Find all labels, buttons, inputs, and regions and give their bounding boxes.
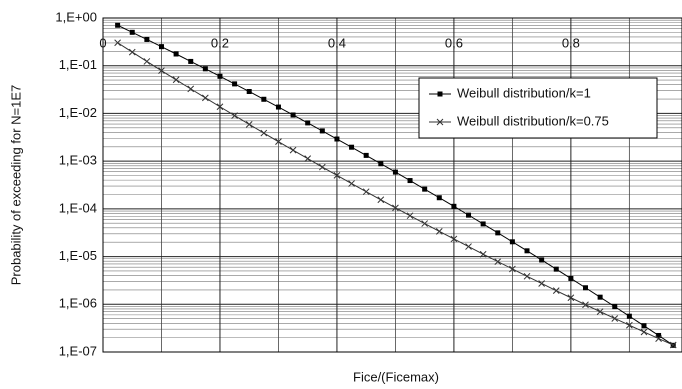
square-marker xyxy=(115,22,121,28)
square-marker xyxy=(451,203,457,209)
square-marker xyxy=(437,91,443,97)
square-marker xyxy=(158,44,164,50)
x-marker xyxy=(523,272,531,280)
x-marker xyxy=(172,76,180,84)
x-marker xyxy=(494,258,502,265)
x-tick-label: 0,2 xyxy=(211,35,229,50)
square-marker xyxy=(188,58,194,64)
x-marker xyxy=(640,328,648,336)
x-marker xyxy=(260,129,268,137)
x-marker xyxy=(538,280,545,287)
y-tick-label: 1,E-07 xyxy=(59,343,97,358)
x-axis-title: Fice/(Ficemax) xyxy=(353,369,439,384)
legend: Weibull distribution/k=1 Weibull distribu… xyxy=(418,77,658,139)
square-marker xyxy=(202,66,208,72)
x-tick-label: 0,4 xyxy=(328,35,346,50)
x-tick-label: 0,8 xyxy=(562,35,580,50)
x-marker xyxy=(479,250,487,258)
x-marker xyxy=(450,235,458,243)
y-tick-label: 1,E-05 xyxy=(59,248,97,263)
x-tick-label: 0,6 xyxy=(445,35,463,50)
x-marker xyxy=(582,301,589,309)
square-marker xyxy=(261,96,267,102)
x-marker xyxy=(216,103,224,111)
square-marker xyxy=(407,178,413,184)
x-marker xyxy=(362,188,370,196)
y-tick-label: 1,E-01 xyxy=(59,57,97,72)
square-marker xyxy=(378,161,384,167)
square-marker xyxy=(173,51,179,57)
square-marker xyxy=(392,169,398,175)
x-marker xyxy=(158,67,165,75)
x-marker xyxy=(187,85,195,93)
square-marker xyxy=(349,144,355,150)
x-marker xyxy=(552,287,560,295)
square-marker xyxy=(612,304,618,310)
legend-box xyxy=(418,77,658,139)
x-marker xyxy=(275,138,282,146)
square-marker xyxy=(275,104,281,110)
y-tick-label: 1,E-06 xyxy=(59,296,97,311)
square-marker xyxy=(539,257,545,263)
x-marker xyxy=(348,180,355,187)
square-marker xyxy=(553,266,559,272)
square-marker xyxy=(524,248,530,254)
square-marker xyxy=(334,136,340,142)
square-marker xyxy=(583,285,588,291)
y-tick-label: 1,E-03 xyxy=(59,153,97,168)
square-marker xyxy=(480,221,486,227)
x-marker xyxy=(289,146,297,154)
x-marker xyxy=(509,265,516,273)
square-marker xyxy=(144,36,150,42)
x-marker xyxy=(143,58,151,65)
plot-frame xyxy=(102,17,682,353)
x-marker xyxy=(114,39,121,47)
x-marker xyxy=(318,163,326,171)
x-marker xyxy=(611,315,619,322)
square-marker xyxy=(290,112,296,118)
y-tick-label: 1,E-02 xyxy=(59,105,97,120)
x-marker xyxy=(465,243,472,250)
square-marker xyxy=(495,230,501,236)
x-marker xyxy=(333,171,341,179)
x-marker xyxy=(436,118,444,126)
y-axis-title: Probability of exceeding for N=1E7 xyxy=(8,85,23,286)
square-marker xyxy=(217,73,223,79)
x-marker xyxy=(231,112,238,119)
x-marker xyxy=(304,155,312,162)
square-marker xyxy=(246,89,252,95)
square-marker xyxy=(232,81,238,87)
x-marker xyxy=(201,94,209,102)
legend-label: Weibull distribution/k=1 xyxy=(457,85,591,100)
square-marker xyxy=(436,195,442,201)
square-marker xyxy=(509,239,515,245)
square-marker xyxy=(568,275,574,281)
x-marker xyxy=(377,196,385,204)
x-marker xyxy=(392,204,399,212)
x-marker xyxy=(626,321,633,329)
square-marker xyxy=(656,332,662,338)
y-tick-label: 1,E-04 xyxy=(59,200,97,215)
x-marker xyxy=(435,227,443,235)
square-marker xyxy=(597,294,603,300)
x-marker xyxy=(655,335,662,342)
square-marker xyxy=(641,323,647,329)
square-marker xyxy=(319,128,325,134)
square-marker xyxy=(129,29,135,35)
square-marker xyxy=(422,186,428,192)
x-marker xyxy=(245,121,253,128)
x-marker xyxy=(669,341,677,349)
square-marker xyxy=(363,152,369,158)
x-marker xyxy=(406,212,414,220)
legend-label: Weibull distribution/k=0.75 xyxy=(457,113,609,128)
square-marker xyxy=(466,212,472,218)
x-marker xyxy=(421,220,429,227)
square-marker xyxy=(626,313,632,319)
x-marker xyxy=(567,294,575,302)
x-marker xyxy=(596,308,604,315)
y-tick-label: 1,E+00 xyxy=(55,9,97,24)
square-marker xyxy=(305,120,311,126)
x-marker xyxy=(128,48,136,56)
